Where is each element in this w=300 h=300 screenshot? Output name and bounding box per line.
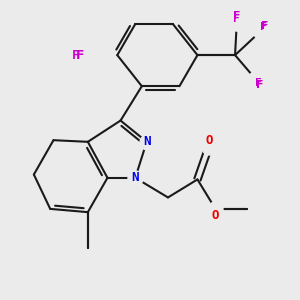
Text: F: F	[233, 11, 240, 21]
Text: F: F	[260, 22, 266, 32]
Text: O: O	[212, 209, 219, 222]
Text: N: N	[143, 135, 151, 148]
Text: N: N	[131, 171, 139, 184]
Text: F: F	[256, 80, 264, 90]
Text: F: F	[233, 14, 240, 24]
Text: F: F	[75, 49, 84, 62]
Text: F: F	[255, 78, 261, 88]
Text: F: F	[261, 21, 269, 31]
Text: F: F	[72, 49, 80, 62]
Text: O: O	[205, 134, 213, 147]
